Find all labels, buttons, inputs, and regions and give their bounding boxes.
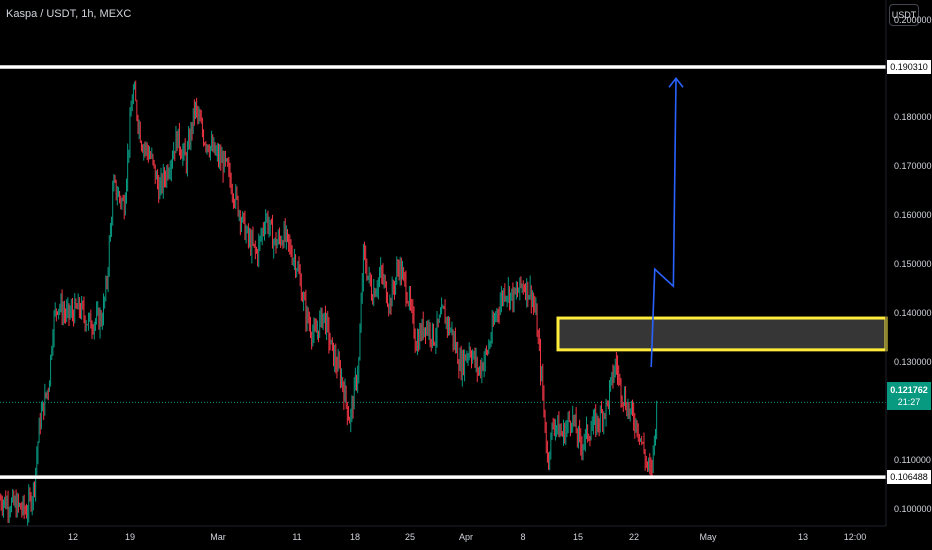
resistance-zone[interactable] [556, 316, 888, 352]
time-tick-label: 25 [404, 532, 416, 542]
time-tick-label: 19 [124, 532, 136, 542]
time-tick-label: 11 [292, 532, 302, 542]
time-tick-label: 12:00 [843, 532, 867, 542]
price-tick-label: 0.130000 [894, 357, 932, 368]
price-tick-label: 0.160000 [894, 210, 932, 221]
time-tick-label: 8 [520, 532, 526, 542]
price-tick-label: 0.180000 [894, 112, 932, 123]
level-price-badge: 0.106488 [887, 470, 931, 485]
time-tick-label: Mar [210, 532, 226, 542]
arrow-head [668, 76, 684, 88]
time-tick-label: 13 [797, 532, 809, 542]
currency-button[interactable]: USDT [889, 4, 919, 26]
level-price-badge: 0.190310 [887, 59, 931, 74]
price-tick-label: 0.150000 [894, 259, 932, 270]
projection-arrow[interactable] [650, 76, 684, 368]
last-price-badge: 0.121762 21:27 [887, 382, 931, 410]
time-tick-label: May [699, 532, 717, 542]
projection-path[interactable] [650, 78, 677, 368]
time-tick-label: 12 [67, 532, 79, 542]
last-price-value: 0.121762 [890, 385, 928, 395]
price-tick-label: 0.100000 [894, 503, 932, 514]
time-tick-label: 18 [349, 532, 361, 542]
time-tick-label: 22 [628, 532, 640, 542]
time-tick-label: Apr [458, 532, 474, 542]
horizontal-levels[interactable] [0, 65, 886, 479]
time-tick-label: 15 [572, 532, 584, 542]
price-tick-label: 0.170000 [894, 161, 932, 172]
zone-rect[interactable] [556, 316, 888, 352]
bar-countdown: 21:27 [897, 397, 921, 407]
chart-title: Kaspa / USDT, 1h, MEXC [6, 8, 132, 20]
candlestick-series [0, 80, 658, 527]
price-tick-label: 0.140000 [894, 308, 932, 319]
price-tick-label: 0.200000 [894, 14, 932, 25]
price-tick-label: 0.110000 [894, 454, 931, 465]
